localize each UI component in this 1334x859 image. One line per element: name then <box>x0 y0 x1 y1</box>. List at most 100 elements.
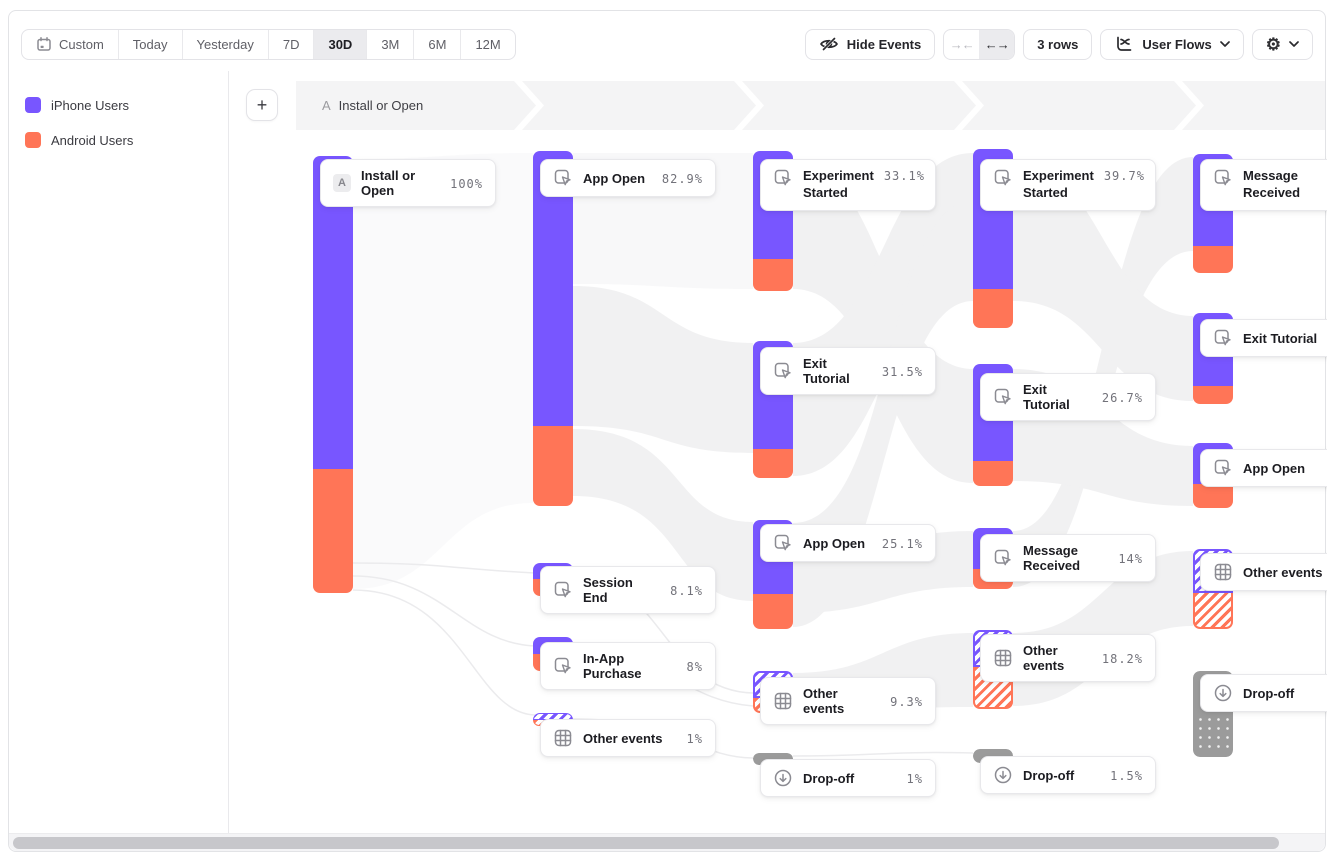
date-range-7d[interactable]: 7D <box>269 29 315 59</box>
path-step-2[interactable] <box>522 81 756 130</box>
event-card[interactable]: In-App Purchase 8% <box>540 642 716 690</box>
click-event-icon <box>774 534 791 551</box>
flow-node: Drop-off 1% <box>753 753 936 797</box>
flow-canvas: A Install or Open 100% App Open 82.9% Se… <box>228 131 1327 835</box>
event-label: Other events <box>583 730 663 746</box>
event-label: Exit Tutorial <box>1023 382 1070 412</box>
rows-button[interactable]: 3 rows <box>1023 28 1093 60</box>
date-range-label: 7D <box>282 36 300 52</box>
event-card[interactable]: Drop-off 1% <box>760 759 936 797</box>
collapse-icon: →← <box>949 36 975 52</box>
collapse-columns-button[interactable]: →← <box>944 30 979 59</box>
event-card[interactable]: Drop-off <box>1200 674 1327 712</box>
event-card[interactable]: Exit Tutorial <box>1200 319 1327 357</box>
grid-icon <box>1214 563 1232 581</box>
expand-collapse-toggle: →← ←→ <box>943 28 1016 60</box>
date-range-3m[interactable]: 3M <box>367 29 415 59</box>
event-card[interactable]: Exit Tutorial 31.5% <box>760 347 936 395</box>
drop-off-icon <box>774 769 792 787</box>
event-card[interactable]: Drop-off 1.5% <box>980 756 1156 794</box>
path-step-5[interactable] <box>1182 81 1325 130</box>
event-percent: 8.1% <box>670 583 703 598</box>
event-card[interactable]: Exit Tutorial 26.7% <box>980 373 1156 421</box>
flow-node: Message Received <box>1193 154 1327 273</box>
click-event-icon <box>1214 169 1231 186</box>
event-card[interactable]: Other events 18.2% <box>980 634 1156 682</box>
event-card[interactable]: Message Received 14% <box>980 534 1156 582</box>
event-percent: 31.5% <box>881 364 923 379</box>
event-label: In-App Purchase <box>583 651 642 681</box>
flow-node: In-App Purchase 8% <box>533 637 716 690</box>
event-card[interactable]: Experiment Started 33.1% <box>760 159 936 211</box>
legend-label: Android Users <box>51 132 134 148</box>
path-step-4[interactable] <box>962 81 1196 130</box>
flow-node: Other events 1% <box>533 713 716 757</box>
date-range-custom[interactable]: Custom <box>22 29 119 59</box>
event-percent: 9.3% <box>890 694 923 709</box>
flow-node: Other events 9.3% <box>753 671 936 725</box>
flow-bar[interactable] <box>533 151 573 506</box>
legend-item-android-users[interactable]: Android Users <box>25 132 133 148</box>
legend-label: iPhone Users <box>51 97 130 113</box>
chevron-down-icon <box>1289 40 1299 47</box>
expand-columns-button[interactable]: ←→ <box>979 29 1015 59</box>
legend-swatch <box>25 132 41 148</box>
event-card[interactable]: Experiment Started 39.7% <box>980 159 1156 211</box>
event-card[interactable]: App Open 25.1% <box>760 524 936 562</box>
date-range-label: Today <box>132 36 168 52</box>
click-event-icon <box>554 581 571 598</box>
flow-node: Session End 8.1% <box>533 563 716 614</box>
event-card[interactable]: Other events 1% <box>540 719 716 757</box>
flow-node: Exit Tutorial 31.5% <box>753 341 936 478</box>
date-range-today[interactable]: Today <box>119 29 183 59</box>
click-event-icon <box>994 388 1011 405</box>
date-range-30d[interactable]: 30D <box>314 29 368 59</box>
click-event-icon <box>554 657 571 674</box>
settings-dropdown[interactable]: ⚙ <box>1251 28 1313 60</box>
legend-item-iphone-users[interactable]: iPhone Users <box>25 97 129 113</box>
view-selector-dropdown[interactable]: User Flows <box>1100 28 1244 60</box>
flow-node: A Install or Open 100% <box>313 156 496 593</box>
date-range-yesterday[interactable]: Yesterday <box>183 29 269 59</box>
event-card[interactable]: Message Received <box>1200 159 1327 211</box>
grid-icon <box>774 692 792 710</box>
click-event-icon <box>994 169 1011 186</box>
flow-bar[interactable] <box>313 156 353 593</box>
date-range-label: 6M <box>428 36 447 52</box>
event-percent: 26.7% <box>1101 390 1143 405</box>
event-percent: 1% <box>906 771 923 786</box>
event-label: App Open <box>803 535 866 551</box>
path-step-1[interactable]: A Install or Open <box>296 81 536 130</box>
path-step-3[interactable] <box>742 81 976 130</box>
event-card[interactable]: Session End 8.1% <box>540 566 716 614</box>
event-card[interactable]: A Install or Open 100% <box>320 159 496 207</box>
toolbar: Custom Today Yesterday 7D 30D 3M 6M 12M Hide Ev… <box>21 28 1313 60</box>
legend-swatch <box>25 97 41 113</box>
event-label: Experiment Started <box>803 168 874 200</box>
flow-node: Exit Tutorial <box>1193 313 1327 404</box>
horizontal-scrollbar-thumb[interactable] <box>13 837 1279 849</box>
event-card[interactable]: Other events 9.3% <box>760 677 936 725</box>
gear-icon: ⚙ <box>1265 34 1281 54</box>
horizontal-scrollbar-track[interactable] <box>9 833 1325 851</box>
event-label: Message Received <box>1243 168 1301 200</box>
event-card[interactable]: Other events <box>1200 553 1327 591</box>
date-range-label: 30D <box>328 36 353 52</box>
hide-events-button[interactable]: Hide Events <box>804 28 936 60</box>
event-percent: 25.1% <box>881 536 923 551</box>
toolbar-right: Hide Events →← ←→ 3 rows User Flows ⚙ <box>804 28 1313 60</box>
event-card[interactable]: App Open 82.9% <box>540 159 716 197</box>
date-range-12m[interactable]: 12M <box>461 30 514 59</box>
add-step-button[interactable]: + <box>246 89 278 121</box>
event-card[interactable]: App Open <box>1200 449 1327 487</box>
event-label: Drop-off <box>803 770 855 786</box>
event-label: Other events <box>1243 564 1323 580</box>
date-range-6m[interactable]: 6M <box>414 29 462 59</box>
grid-icon <box>994 649 1012 667</box>
hide-events-label: Hide Events <box>846 36 922 52</box>
date-range-label: 12M <box>475 36 501 52</box>
event-label: Exit Tutorial <box>803 356 850 386</box>
event-label: Experiment Started <box>1023 168 1094 200</box>
event-percent: 100% <box>450 176 483 191</box>
grid-icon <box>554 729 572 747</box>
